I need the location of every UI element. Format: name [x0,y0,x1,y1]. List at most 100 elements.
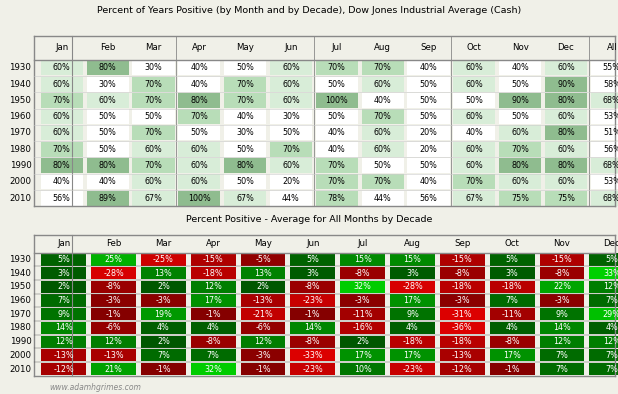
Text: 50%: 50% [420,80,438,89]
Text: 4%: 4% [207,323,219,333]
Text: 1930: 1930 [9,63,32,72]
Text: -8%: -8% [355,269,370,278]
Text: 20%: 20% [420,128,438,138]
Text: 30%: 30% [99,80,117,89]
Text: -13%: -13% [103,351,124,360]
Text: 12%: 12% [603,337,618,346]
Text: 12%: 12% [553,337,571,346]
FancyBboxPatch shape [132,191,174,206]
Text: -1%: -1% [504,364,520,374]
FancyBboxPatch shape [591,142,618,157]
Text: 2%: 2% [157,282,170,292]
FancyBboxPatch shape [41,109,83,124]
FancyBboxPatch shape [390,322,435,334]
FancyBboxPatch shape [240,308,286,320]
FancyBboxPatch shape [132,175,174,190]
Text: 7%: 7% [606,296,618,305]
Text: 60%: 60% [190,145,208,154]
Text: 50%: 50% [99,145,117,154]
Text: 60%: 60% [557,145,575,154]
FancyBboxPatch shape [270,142,312,157]
Text: 51%: 51% [603,128,618,138]
FancyBboxPatch shape [499,158,541,173]
FancyBboxPatch shape [453,76,496,91]
Text: May: May [236,43,254,52]
FancyBboxPatch shape [453,125,496,141]
FancyBboxPatch shape [591,60,618,75]
Text: Nov: Nov [554,239,570,248]
FancyBboxPatch shape [407,76,449,91]
FancyBboxPatch shape [440,322,485,334]
Text: 40%: 40% [328,128,345,138]
FancyBboxPatch shape [141,349,186,361]
FancyBboxPatch shape [270,158,312,173]
Text: Percent Positive - Average for All Months by Decade: Percent Positive - Average for All Month… [186,215,432,223]
FancyBboxPatch shape [224,60,266,75]
Text: 10%: 10% [353,364,371,374]
FancyBboxPatch shape [499,125,541,141]
Text: 1960: 1960 [9,112,32,121]
FancyBboxPatch shape [540,308,585,320]
Text: Mar: Mar [145,43,161,52]
Text: 32%: 32% [353,282,371,292]
Text: -8%: -8% [106,282,121,292]
Text: -12%: -12% [53,364,74,374]
Text: -6%: -6% [106,323,121,333]
FancyBboxPatch shape [224,93,266,108]
Text: 7%: 7% [57,296,70,305]
FancyBboxPatch shape [591,158,618,173]
Text: -31%: -31% [452,310,473,319]
Text: 1970: 1970 [9,128,32,138]
FancyBboxPatch shape [191,267,235,279]
FancyBboxPatch shape [489,336,535,348]
Text: 80%: 80% [557,96,575,105]
FancyBboxPatch shape [440,267,485,279]
Text: Feb: Feb [100,43,116,52]
FancyBboxPatch shape [407,125,449,141]
Text: 14%: 14% [553,323,571,333]
FancyBboxPatch shape [224,142,266,157]
FancyBboxPatch shape [362,93,404,108]
FancyBboxPatch shape [41,191,83,206]
FancyBboxPatch shape [87,191,129,206]
FancyBboxPatch shape [132,142,174,157]
FancyBboxPatch shape [453,158,496,173]
FancyBboxPatch shape [178,76,221,91]
Text: 60%: 60% [511,177,529,186]
FancyBboxPatch shape [390,349,435,361]
Text: 70%: 70% [328,161,345,170]
Text: 17%: 17% [503,351,521,360]
Text: -12%: -12% [452,364,473,374]
FancyBboxPatch shape [591,175,618,190]
FancyBboxPatch shape [141,336,186,348]
Text: 40%: 40% [99,177,117,186]
Text: -18%: -18% [452,282,473,292]
Text: 2%: 2% [157,337,170,346]
FancyBboxPatch shape [41,60,83,75]
Text: Dec: Dec [557,43,574,52]
FancyBboxPatch shape [132,109,174,124]
FancyBboxPatch shape [340,336,385,348]
Text: 2000: 2000 [9,351,32,360]
FancyBboxPatch shape [41,76,83,91]
Text: 12%: 12% [55,337,72,346]
FancyBboxPatch shape [290,267,335,279]
FancyBboxPatch shape [240,281,286,293]
Text: 4%: 4% [157,323,170,333]
Text: -8%: -8% [454,269,470,278]
Text: -1%: -1% [106,310,121,319]
FancyBboxPatch shape [545,158,587,173]
Text: 40%: 40% [511,63,529,72]
Text: 58%: 58% [603,80,618,89]
Text: Jan: Jan [55,43,69,52]
Text: 50%: 50% [236,63,254,72]
FancyBboxPatch shape [191,253,235,266]
Text: 7%: 7% [556,351,569,360]
FancyBboxPatch shape [540,281,585,293]
Text: Oct: Oct [505,239,520,248]
FancyBboxPatch shape [440,349,485,361]
Text: 1990: 1990 [9,337,32,346]
Text: -8%: -8% [504,337,520,346]
FancyBboxPatch shape [270,93,312,108]
Text: Jan: Jan [57,239,70,248]
